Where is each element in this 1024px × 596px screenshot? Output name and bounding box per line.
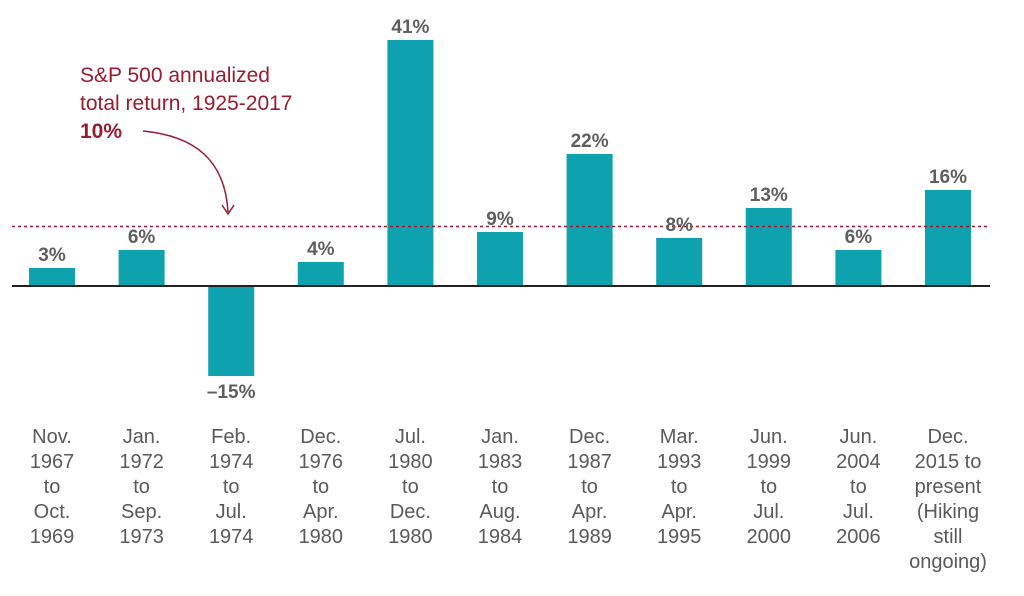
category-label-0-line-3: Oct.	[34, 501, 71, 523]
value-label-5: 9%	[486, 209, 514, 230]
category-label-6-line-1: 1987	[567, 451, 612, 473]
value-labels-group: 3% 6% –15% 4% 41% 9% 22% 8% 13% 6% 16%	[38, 17, 967, 403]
category-label-2-line-4: 1974	[209, 526, 254, 548]
bar-5	[477, 232, 523, 286]
reference-annotation-line-2: total return, 1925-2017	[80, 92, 292, 115]
category-label-4-line-4: 1980	[388, 526, 433, 548]
category-label-9-line-3: Jul.	[843, 501, 874, 523]
category-label-1-line-2: to	[133, 476, 150, 498]
category-label-2-line-2: to	[223, 476, 240, 498]
category-label-4-line-2: to	[402, 476, 419, 498]
category-label-0-line-4: 1969	[30, 526, 75, 548]
category-label-2-line-3: Jul.	[216, 501, 247, 523]
category-label-8-line-0: Jun.	[750, 426, 788, 448]
category-label-8-line-1: 1999	[747, 451, 792, 473]
category-label-10-line-1: 2015 to	[915, 451, 982, 473]
value-label-8: 13%	[750, 185, 788, 206]
reference-annotation-value: 10%	[80, 120, 122, 143]
reference-annotation-line-1: S&P 500 annualized	[80, 64, 270, 87]
value-label-7: 8%	[665, 215, 693, 236]
category-label-8-line-2: to	[760, 476, 777, 498]
category-label-9-line-1: 2004	[836, 451, 881, 473]
category-label-7-line-3: Apr.	[661, 501, 697, 523]
value-label-1: 6%	[128, 227, 156, 248]
category-label-5-line-2: to	[492, 476, 509, 498]
category-label-7-line-1: 1993	[657, 451, 702, 473]
category-label-6-line-2: to	[581, 476, 598, 498]
bar-3	[297, 262, 344, 286]
category-label-10-line-3: (Hiking	[917, 501, 979, 523]
category-label-3-line-0: Dec.	[300, 426, 341, 448]
category-label-9-line-0: Jun.	[839, 426, 877, 448]
category-label-3-line-3: Apr.	[303, 501, 339, 523]
category-label-7-line-0: Mar.	[660, 426, 699, 448]
bar-10	[925, 190, 971, 286]
category-label-9-line-2: to	[850, 476, 867, 498]
value-label-10: 16%	[929, 167, 967, 188]
value-label-9: 6%	[845, 227, 873, 248]
category-label-5-line-3: Aug.	[479, 501, 520, 523]
category-label-6-line-4: 1989	[567, 526, 612, 548]
category-label-3-line-1: 1976	[299, 451, 344, 473]
category-label-10-line-0: Dec.	[927, 426, 968, 448]
bar-1	[118, 250, 165, 286]
category-label-1-line-1: 1972	[119, 451, 164, 473]
category-label-10-line-2: present	[915, 476, 982, 498]
category-label-0-line-2: to	[44, 476, 61, 498]
annotation-arrowhead-icon	[221, 204, 235, 216]
category-label-6-line-3: Apr.	[572, 501, 608, 523]
category-label-7-line-4: 1995	[657, 526, 702, 548]
bar-7	[656, 238, 703, 286]
bars-group	[29, 40, 971, 376]
category-label-2-line-1: 1974	[209, 451, 254, 473]
category-label-5-line-4: 1984	[478, 526, 523, 548]
category-label-9-line-4: 2006	[836, 526, 881, 548]
reference-annotation: S&P 500 annualized total return, 1925-20…	[80, 64, 292, 216]
category-label-3-line-2: to	[312, 476, 329, 498]
value-label-6: 22%	[571, 131, 609, 152]
category-label-5-line-1: 1983	[478, 451, 523, 473]
category-label-0-line-1: 1967	[30, 451, 75, 473]
category-label-0-line-0: Nov.	[32, 426, 72, 448]
value-label-3: 4%	[307, 239, 335, 260]
category-label-1-line-0: Jan.	[123, 426, 161, 448]
bar-2	[208, 286, 255, 376]
category-label-5-line-0: Jan.	[481, 426, 519, 448]
category-label-4-line-1: 1980	[388, 451, 433, 473]
category-label-8-line-3: Jul.	[753, 501, 784, 523]
category-label-7-line-2: to	[671, 476, 688, 498]
value-label-2: –15%	[207, 382, 256, 403]
bar-9	[835, 250, 882, 286]
annotation-arrow-icon	[142, 130, 229, 213]
value-label-0: 3%	[38, 245, 66, 266]
category-label-8-line-4: 2000	[747, 526, 792, 548]
category-label-1-line-4: 1973	[119, 526, 164, 548]
category-label-6-line-0: Dec.	[569, 426, 610, 448]
bar-6	[566, 154, 613, 286]
bar-0	[29, 268, 75, 286]
category-label-10-line-5: ongoing)	[909, 551, 987, 573]
bar-8	[745, 208, 792, 286]
category-labels-group: Nov. 1967 to Oct. 1969 Jan. 1972 to Sep. 1973 Feb.…	[30, 426, 987, 573]
category-label-1-line-3: Sep.	[121, 501, 162, 523]
category-label-4-line-0: Jul.	[395, 426, 426, 448]
category-label-4-line-3: Dec.	[390, 501, 431, 523]
value-label-4: 41%	[391, 17, 429, 38]
category-label-10-line-4: still	[934, 526, 963, 548]
bar-4	[387, 40, 434, 286]
category-label-3-line-4: 1980	[299, 526, 344, 548]
category-label-2-line-0: Feb.	[211, 426, 251, 448]
